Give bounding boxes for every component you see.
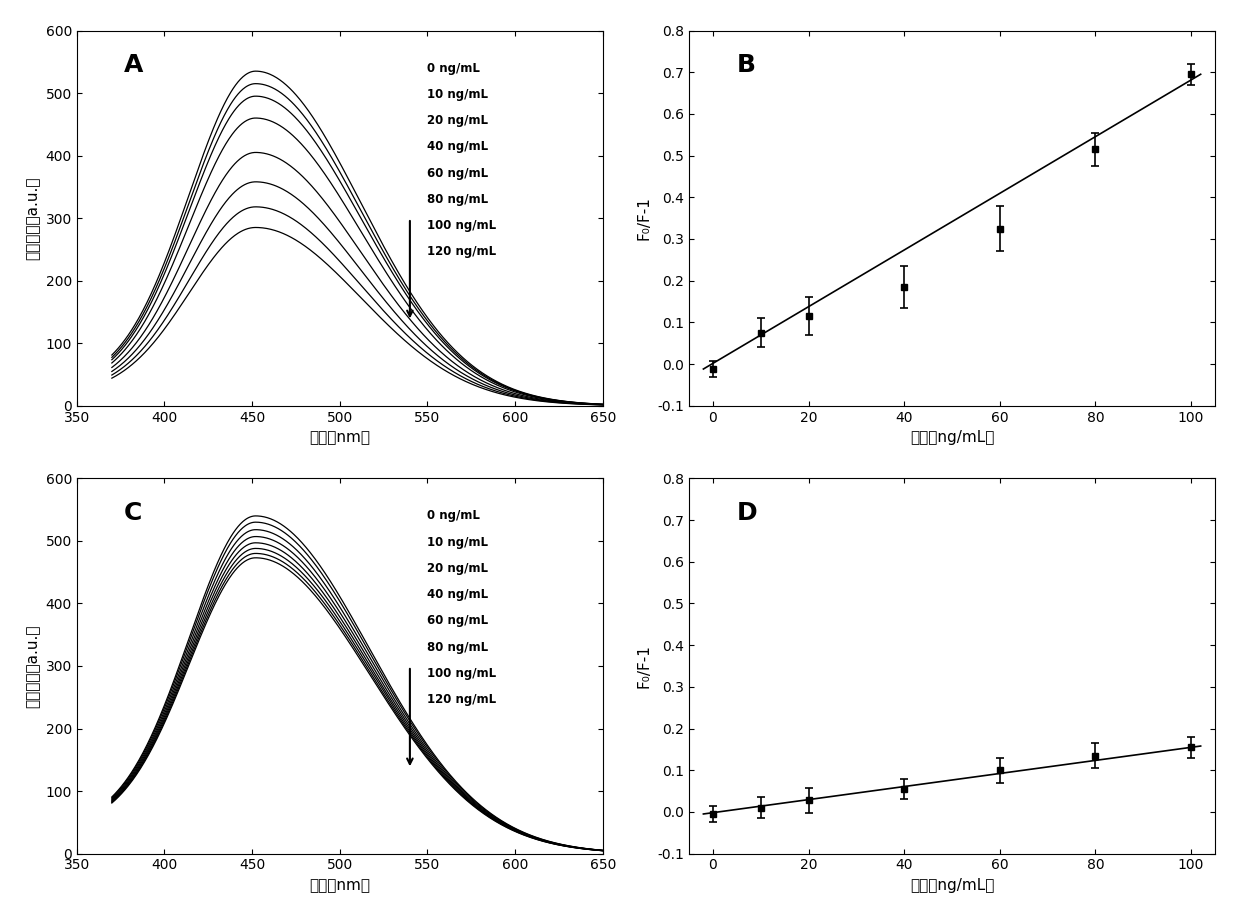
Text: 0 ng/mL: 0 ng/mL: [428, 509, 480, 522]
Text: 40 ng/mL: 40 ng/mL: [428, 140, 489, 153]
Y-axis label: 荧光强度（a.u.）: 荧光强度（a.u.）: [25, 624, 40, 708]
Text: 100 ng/mL: 100 ng/mL: [428, 667, 496, 680]
Text: 60 ng/mL: 60 ng/mL: [428, 614, 489, 628]
X-axis label: 波长（nm）: 波长（nm）: [309, 878, 371, 893]
Text: 40 ng/mL: 40 ng/mL: [428, 588, 489, 601]
Text: 10 ng/mL: 10 ng/mL: [428, 88, 489, 101]
X-axis label: 波长（nm）: 波长（nm）: [309, 431, 371, 445]
Text: C: C: [124, 501, 143, 525]
Text: 60 ng/mL: 60 ng/mL: [428, 166, 489, 180]
X-axis label: 浓度（ng/mL）: 浓度（ng/mL）: [910, 431, 994, 445]
Y-axis label: F₀/F-1: F₀/F-1: [637, 196, 652, 240]
X-axis label: 浓度（ng/mL）: 浓度（ng/mL）: [910, 878, 994, 893]
Text: B: B: [737, 53, 755, 77]
Text: 20 ng/mL: 20 ng/mL: [428, 562, 489, 575]
Y-axis label: F₀/F-1: F₀/F-1: [637, 644, 652, 688]
Text: D: D: [737, 501, 756, 525]
Text: A: A: [124, 53, 144, 77]
Text: 120 ng/mL: 120 ng/mL: [428, 693, 496, 706]
Text: 80 ng/mL: 80 ng/mL: [428, 641, 489, 654]
Text: 0 ng/mL: 0 ng/mL: [428, 62, 480, 74]
Y-axis label: 荧光强度（a.u.）: 荧光强度（a.u.）: [25, 176, 40, 260]
Text: 80 ng/mL: 80 ng/mL: [428, 193, 489, 206]
Text: 10 ng/mL: 10 ng/mL: [428, 536, 489, 549]
Text: 100 ng/mL: 100 ng/mL: [428, 219, 496, 232]
Text: 20 ng/mL: 20 ng/mL: [428, 114, 489, 127]
Text: 120 ng/mL: 120 ng/mL: [428, 245, 496, 258]
